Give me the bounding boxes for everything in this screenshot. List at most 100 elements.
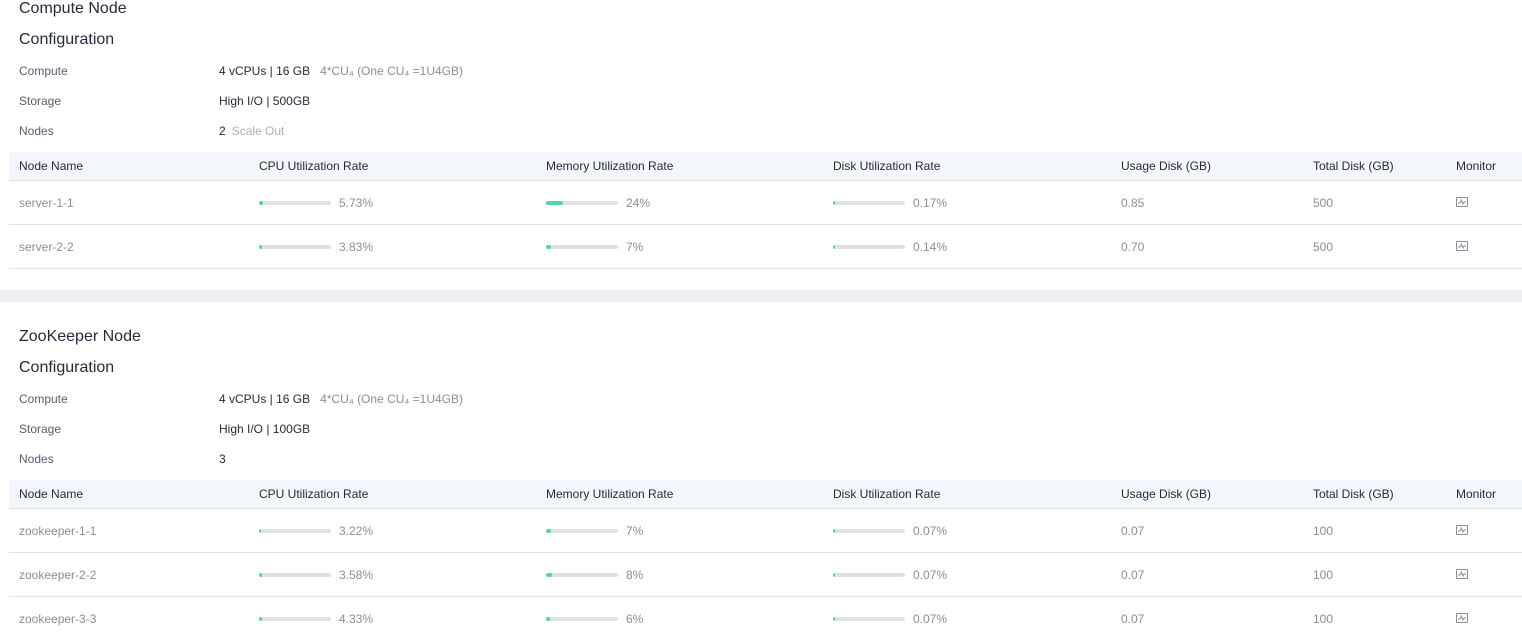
monitor-cell [1456, 553, 1468, 597]
cpu-rate-value: 4.33% [339, 612, 374, 626]
compute-value: 4 vCPUs | 16 GB 4*CU₄ (One CU₄ =1U4GB) [219, 64, 463, 78]
nodes-count: 3 [219, 452, 226, 466]
table-header: Node Name CPU Utilization Rate Memory Ut… [9, 480, 1522, 509]
usage-disk: 0.07 [1121, 568, 1145, 582]
memory-rate-bar-fill [546, 245, 552, 249]
memory-rate-bar [546, 245, 618, 249]
col-monitor: Monitor [1456, 487, 1497, 501]
memory-rate-cell: 24% [546, 181, 650, 225]
cpu-rate-bar-fill [259, 245, 262, 249]
memory-rate-bar [546, 201, 618, 205]
compute-label: Compute [19, 392, 68, 406]
disk-rate-bar-fill [833, 245, 835, 249]
memory-rate-value: 8% [626, 568, 644, 582]
compute-node-table: Node Name CPU Utilization Rate Memory Ut… [9, 152, 1522, 269]
disk-rate-cell: 0.07% [833, 553, 947, 597]
usage-disk: 0.07 [1121, 612, 1145, 626]
table-row: zookeeper-1-1 3.22% 7% [9, 509, 1522, 553]
compute-cu-note: 4*CU₄ (One CU₄ =1U4GB) [320, 64, 463, 78]
compute-config-title: Configuration [19, 31, 115, 48]
table-row: server-2-2 3.83% 7% [9, 225, 1522, 269]
total-disk: 100 [1313, 568, 1334, 582]
monitor-chart-icon[interactable] [1456, 612, 1468, 623]
disk-rate-bar-fill [833, 573, 835, 577]
memory-rate-cell: 7% [546, 225, 643, 269]
section-divider [0, 290, 1522, 302]
memory-rate-value: 7% [626, 240, 644, 254]
cpu-rate-bar-fill [259, 617, 263, 621]
disk-rate-bar [833, 245, 905, 249]
cpu-rate-value: 3.58% [339, 568, 374, 582]
node-name: server-1-1 [19, 196, 74, 210]
zookeeper-node-title: ZooKeeper Node [19, 328, 141, 345]
cpu-rate-value: 5.73% [339, 196, 374, 210]
nodes-value: 2 Scale Out [219, 124, 284, 138]
monitor-chart-icon[interactable] [1456, 524, 1468, 535]
col-memory-rate: Memory Utilization Rate [546, 159, 674, 173]
monitor-cell [1456, 597, 1468, 639]
monitor-chart-icon[interactable] [1456, 196, 1468, 207]
disk-rate-cell: 0.17% [833, 181, 947, 225]
cpu-rate-cell: 3.83% [259, 225, 373, 269]
monitor-chart-icon[interactable] [1456, 568, 1468, 579]
memory-rate-value: 6% [626, 612, 644, 626]
memory-rate-bar [546, 573, 618, 577]
cpu-rate-value: 3.22% [339, 524, 374, 538]
memory-rate-cell: 6% [546, 597, 643, 639]
cpu-rate-cell: 3.22% [259, 509, 373, 553]
node-name: server-2-2 [19, 240, 74, 254]
disk-rate-cell: 0.07% [833, 509, 947, 553]
monitor-chart-icon[interactable] [1456, 240, 1468, 251]
memory-rate-bar-fill [546, 573, 552, 577]
total-disk: 100 [1313, 524, 1334, 538]
cpu-rate-cell: 5.73% [259, 181, 373, 225]
storage-value: High I/O | 500GB [219, 94, 311, 108]
total-disk: 500 [1313, 240, 1334, 254]
col-node-name: Node Name [19, 159, 84, 173]
cpu-rate-cell: 4.33% [259, 597, 373, 639]
disk-rate-bar [833, 617, 905, 621]
disk-rate-bar [833, 573, 905, 577]
col-memory-rate: Memory Utilization Rate [546, 487, 674, 501]
monitor-cell [1456, 225, 1468, 269]
table-row: server-1-1 5.73% 24% [9, 181, 1522, 225]
compute-cu-note: 4*CU₄ (One CU₄ =1U4GB) [320, 392, 463, 406]
col-usage-disk: Usage Disk (GB) [1121, 159, 1212, 173]
node-name: zookeeper-2-2 [19, 568, 97, 582]
memory-rate-bar-fill [546, 201, 564, 205]
memory-rate-value: 24% [626, 196, 651, 210]
col-usage-disk: Usage Disk (GB) [1121, 487, 1212, 501]
memory-rate-bar [546, 617, 618, 621]
node-name: zookeeper-1-1 [19, 524, 97, 538]
memory-rate-bar-fill [546, 529, 552, 533]
disk-rate-value: 0.07% [913, 612, 948, 626]
memory-rate-cell: 8% [546, 553, 643, 597]
col-node-name: Node Name [19, 487, 84, 501]
col-total-disk: Total Disk (GB) [1313, 487, 1394, 501]
compute-node-section: Compute Node Configuration Compute 4 vCP… [0, 0, 1522, 290]
usage-disk: 0.85 [1121, 196, 1145, 210]
memory-rate-bar [546, 529, 618, 533]
nodes-label: Nodes [19, 124, 54, 138]
disk-rate-bar [833, 529, 905, 533]
disk-rate-value: 0.14% [913, 240, 948, 254]
compute-label: Compute [19, 64, 68, 78]
compute-spec: 4 vCPUs | 16 GB [219, 64, 311, 78]
nodes-label: Nodes [19, 452, 54, 466]
disk-rate-value: 0.07% [913, 568, 948, 582]
total-disk: 100 [1313, 612, 1334, 626]
table-header: Node Name CPU Utilization Rate Memory Ut… [9, 152, 1522, 181]
cpu-rate-bar-fill [259, 201, 264, 205]
compute-spec: 4 vCPUs | 16 GB [219, 392, 311, 406]
memory-rate-bar-fill [546, 617, 551, 621]
cpu-rate-bar [259, 617, 331, 621]
memory-rate-value: 7% [626, 524, 644, 538]
table-row: zookeeper-2-2 3.58% 8% [9, 553, 1522, 597]
cpu-rate-bar [259, 529, 331, 533]
cpu-rate-cell: 3.58% [259, 553, 373, 597]
storage-label: Storage [19, 94, 62, 108]
disk-rate-value: 0.17% [913, 196, 948, 210]
scale-out-link[interactable]: Scale Out [231, 124, 285, 138]
disk-rate-bar-fill [833, 529, 835, 533]
zookeeper-node-table: Node Name CPU Utilization Rate Memory Ut… [9, 480, 1522, 639]
